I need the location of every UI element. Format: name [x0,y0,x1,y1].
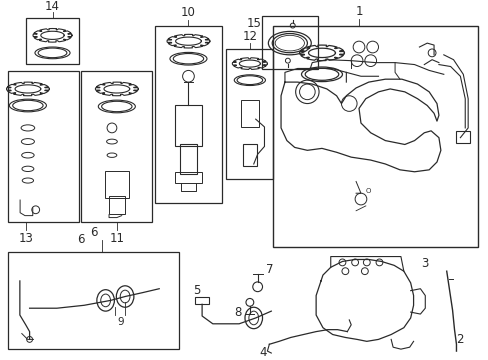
Bar [174,105,202,147]
Text: 6: 6 [90,226,98,239]
Text: O: O [366,188,371,194]
Text: 8: 8 [234,306,242,319]
Text: 3: 3 [421,257,428,270]
Text: 13: 13 [19,231,33,244]
Text: 10: 10 [181,6,196,19]
Text: 4: 4 [259,346,266,359]
Bar [241,100,258,127]
Bar [81,71,152,222]
Text: 14: 14 [45,0,60,13]
Bar [273,26,477,247]
Bar [109,196,124,214]
Bar [8,71,79,222]
Text: 6: 6 [78,234,85,247]
Text: 11: 11 [109,231,124,244]
Text: 5: 5 [193,284,201,297]
Text: 15: 15 [246,17,261,30]
Bar [195,297,208,304]
Text: 9: 9 [117,317,123,327]
Bar [455,131,469,143]
Bar [8,252,178,349]
Bar [226,49,273,179]
Bar [261,16,317,69]
Text: 12: 12 [242,30,257,43]
Text: 7: 7 [265,263,272,276]
Text: 1: 1 [355,5,362,18]
Text: 2: 2 [455,333,462,346]
Bar [26,18,79,64]
Bar [243,144,256,166]
Bar [174,172,202,184]
Bar [105,171,128,198]
Bar [179,144,197,174]
Bar [155,26,221,203]
